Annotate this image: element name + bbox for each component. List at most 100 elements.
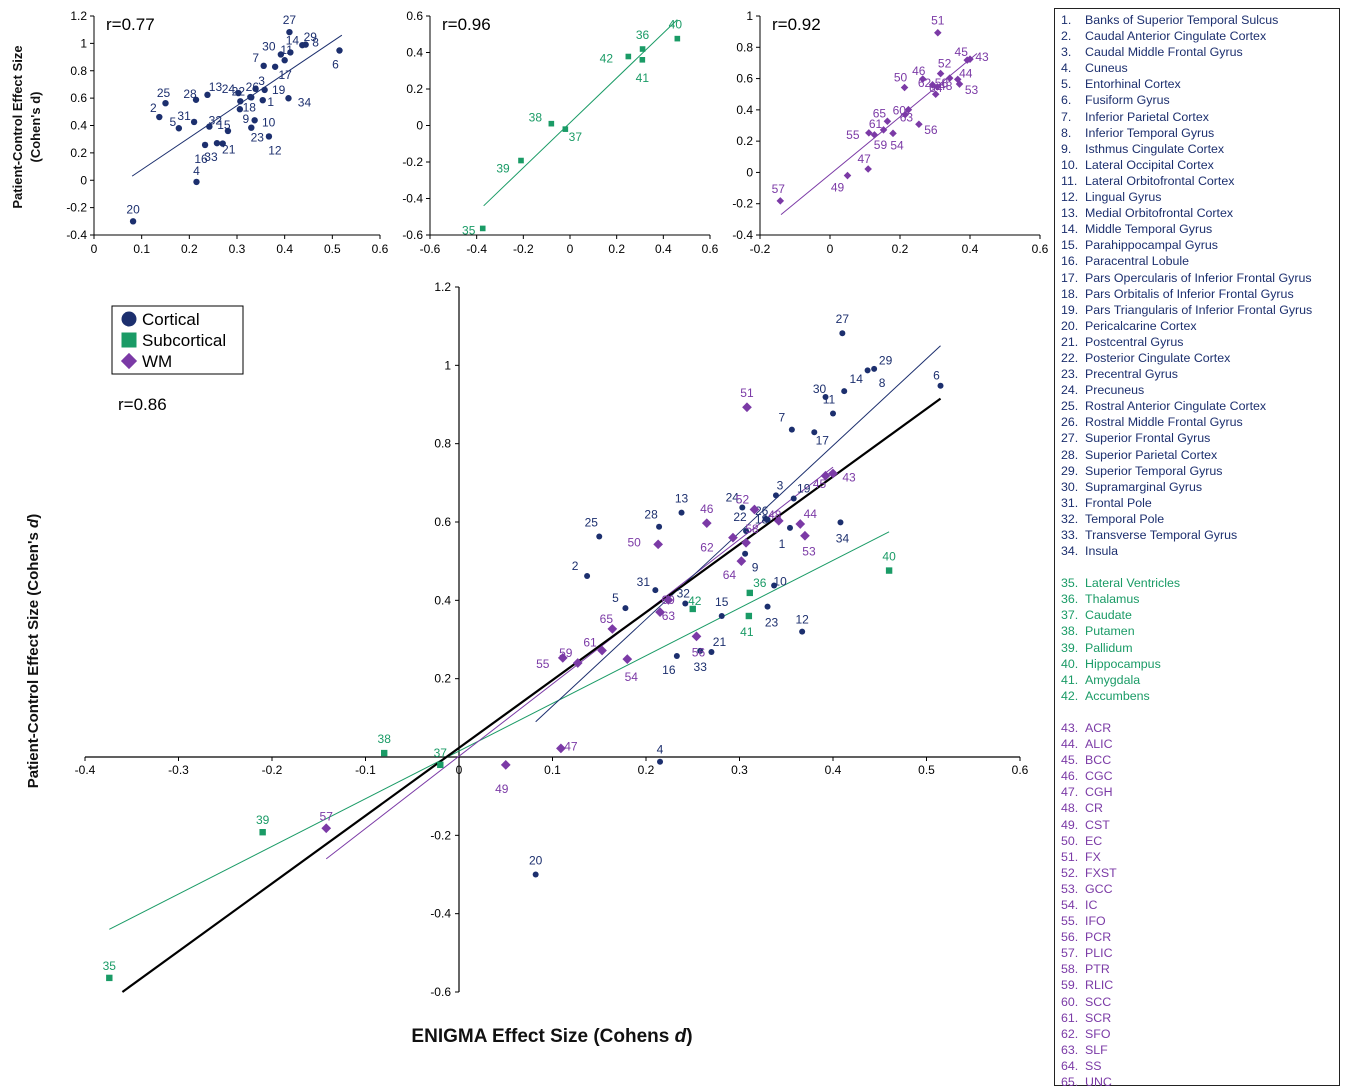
region-name: CR (1085, 801, 1103, 816)
region-list-item: 39. Pallidum (1061, 640, 1339, 656)
region-list-item: 28. Superior Parietal Cortex (1061, 447, 1339, 463)
region-list-item: 49. CST (1061, 817, 1339, 833)
cortical-point-11 (281, 57, 288, 64)
region-name: Superior Temporal Gyrus (1085, 463, 1223, 478)
region-name: SS (1085, 1058, 1102, 1073)
region-number: 37. (1061, 608, 1079, 623)
wm-point-49 (843, 171, 852, 180)
cortical-y-axis-label: Patient-Control Effect Size (10, 45, 25, 208)
subcortical-x-tick-label: 0 (567, 242, 574, 256)
region-list-item: 40. Hippocampus (1061, 656, 1339, 672)
region-name: Frontal Pole (1085, 495, 1152, 510)
combined-point-label-56: 56 (692, 645, 706, 659)
cortical-point-30 (277, 51, 285, 58)
combined-y-tick-label: 0.6 (434, 515, 451, 529)
combined-point-10 (771, 582, 778, 589)
combined-point-label-8: 8 (879, 376, 886, 390)
combined-point-54 (622, 654, 633, 664)
wm-point-label-61: 61 (869, 117, 883, 131)
combined-point-label-64: 64 (723, 568, 737, 582)
cortical-point-26 (247, 93, 254, 101)
wm-point-label-52: 52 (938, 57, 952, 71)
subcortical-x-tick-label: 0.6 (702, 242, 719, 256)
combined-point-8 (871, 365, 878, 372)
region-list-item: 13. Medial Orbitofrontal Cortex (1061, 205, 1339, 221)
combined-point-7 (788, 426, 795, 433)
subcortical-x-tick-label: 0.4 (655, 242, 672, 256)
region-list-item: 65. UNC (1061, 1074, 1339, 1090)
combined-point-label-36: 36 (753, 576, 767, 590)
combined-point-label-23: 23 (765, 616, 779, 630)
region-name: Pars Triangularis of Inferior Frontal Gy… (1085, 302, 1313, 317)
combined-point-label-6: 6 (933, 369, 940, 383)
cortical-point-16 (201, 141, 209, 149)
combined-point-58 (741, 537, 751, 548)
region-list-item: 20. Pericalcarine Cortex (1061, 318, 1339, 334)
wm-y-tick-label: 1 (746, 9, 753, 23)
region-list-item: 47. CGH (1061, 784, 1339, 800)
combined-point-label-14: 14 (850, 372, 864, 386)
subcortical-point-label-40: 40 (669, 18, 683, 32)
region-name: Superior Parietal Cortex (1085, 447, 1218, 462)
cortical-y-tick-label: 0.8 (70, 64, 87, 78)
subcortical-point-label-38: 38 (529, 111, 543, 125)
region-number: 8. (1061, 125, 1072, 140)
region-list-item: 15. Parahippocampal Gyrus (1061, 237, 1339, 253)
region-list-item: 32. Temporal Pole (1061, 511, 1339, 527)
combined-point-55 (557, 653, 568, 663)
combined-point-label-16: 16 (662, 663, 676, 677)
wm-point-65 (883, 117, 892, 126)
wm-point-60 (901, 110, 910, 119)
combined-point-47 (556, 743, 566, 754)
combined-point-61 (597, 645, 607, 656)
subcortical-point-37 (562, 126, 569, 132)
region-name: CGC (1085, 769, 1113, 784)
wm-point-label-63: 63 (900, 111, 914, 125)
region-number: 11. (1061, 173, 1078, 188)
region-number: 15. (1061, 238, 1079, 253)
region-list-item: 34. Insula (1061, 543, 1339, 559)
subcortical-y-tick-label: 0.4 (406, 46, 423, 60)
series-legend: Cortical Subcortical WM (111, 305, 244, 375)
region-list-item: 9. Isthmus Cingulate Cortex (1061, 141, 1339, 157)
cortical-point-3 (252, 85, 259, 93)
region-number: 60. (1061, 994, 1079, 1009)
combined-x-axis-label: ENIGMA Effect Size (Cohens d) (411, 1026, 692, 1047)
region-list-item: 48. CR (1061, 800, 1339, 816)
subcortical-y-tick-label: -0.6 (402, 228, 423, 242)
combined-point-23 (764, 603, 771, 610)
combined-point-13 (678, 509, 685, 516)
cortical-point-10 (251, 117, 258, 124)
combined-point-label-31: 31 (637, 575, 651, 589)
cortical-point-label-34: 34 (298, 95, 312, 109)
cortical-point-33 (213, 139, 221, 147)
region-number: 40. (1061, 656, 1079, 671)
subcortical-point-35 (479, 225, 486, 232)
region-number: 46. (1061, 769, 1079, 784)
region-list-item: 37. Caudate (1061, 607, 1339, 623)
subcortical-y-tick-label: 0.6 (406, 9, 423, 23)
combined-point-label-12: 12 (795, 613, 809, 627)
cortical-point-label-15: 15 (217, 118, 231, 132)
wm-point-label-65: 65 (873, 106, 887, 120)
subcortical-point-36 (639, 46, 646, 52)
region-name: CGH (1085, 785, 1113, 800)
cortical-point-label-30: 30 (262, 39, 276, 53)
combined-point-16 (673, 652, 680, 659)
subcortical-point-label-37: 37 (569, 130, 583, 144)
combined-point-5 (622, 605, 629, 612)
cortical-point-label-19: 19 (272, 83, 286, 97)
subcortical-x-tick-label: -0.4 (466, 242, 487, 256)
cortical-y-tick-label: 0.2 (70, 146, 87, 160)
region-number: 47. (1061, 785, 1079, 800)
region-number: 59. (1061, 978, 1079, 993)
region-number: 49. (1061, 817, 1079, 832)
region-list-item: 6. Fusiform Gyrus (1061, 92, 1339, 108)
wm-y-tick-label: -0.4 (732, 228, 753, 242)
region-number: 56. (1061, 930, 1079, 945)
region-name: Medial Orbitofrontal Cortex (1085, 206, 1234, 221)
cortical-point-4 (193, 178, 200, 186)
combined-point-label-2: 2 (572, 559, 579, 573)
region-name: Precentral Gyrus (1085, 367, 1178, 382)
